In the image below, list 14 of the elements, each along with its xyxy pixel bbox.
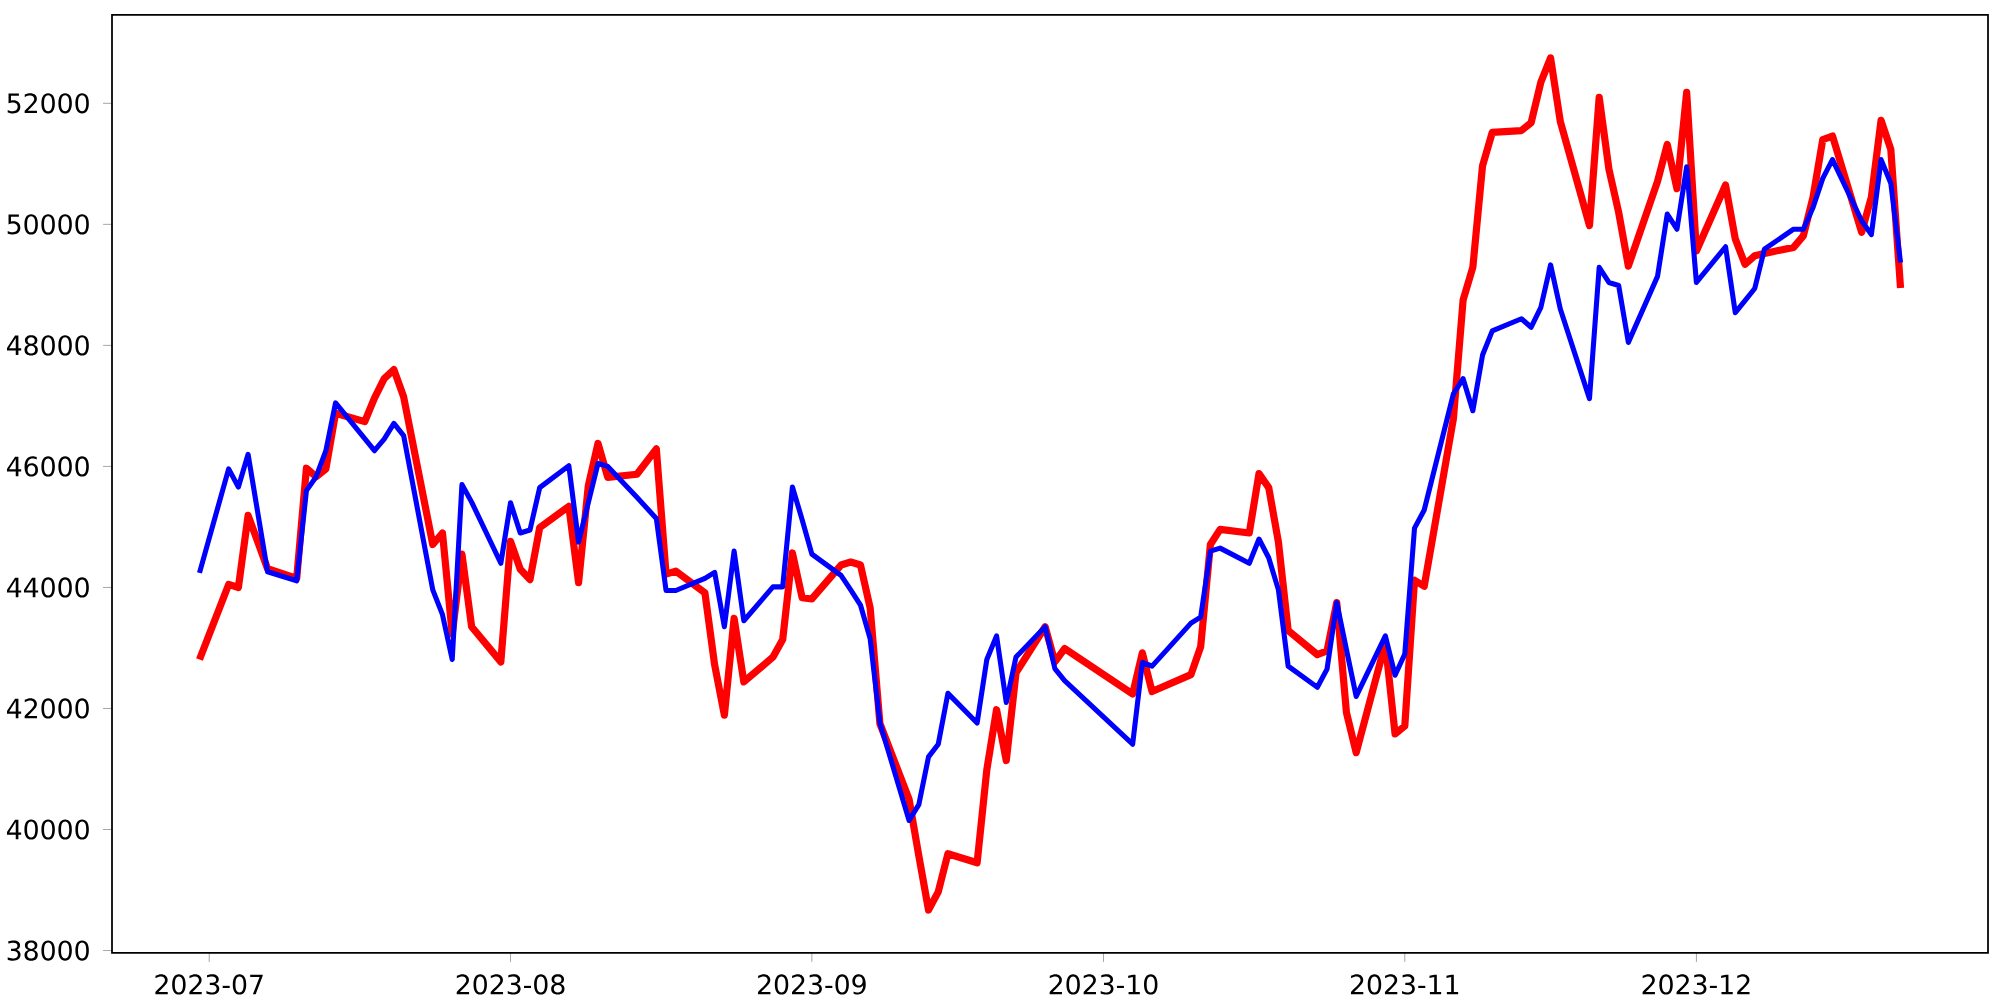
y-tick-label: 52000: [7, 93, 89, 114]
x-tick-label: 2023-12: [1642, 974, 1750, 995]
x-tick-label: 2023-07: [155, 974, 263, 995]
y-tick-label: 40000: [6, 819, 89, 840]
y-tick-label: 38000: [7, 940, 89, 961]
y-tick-label: 46000: [6, 456, 89, 477]
y-tick-label: 50000: [7, 214, 89, 235]
y-tick-label: 48000: [6, 335, 89, 356]
y-tick-label: 44000: [6, 577, 89, 598]
y-tick-label: 42000: [6, 698, 89, 719]
x-tick-label: 2023-09: [758, 974, 866, 995]
x-tick-label: 2023-11: [1350, 974, 1459, 995]
x-tick-label: 2023-10: [1049, 974, 1158, 995]
x-tick-label: 2023-08: [456, 974, 565, 995]
